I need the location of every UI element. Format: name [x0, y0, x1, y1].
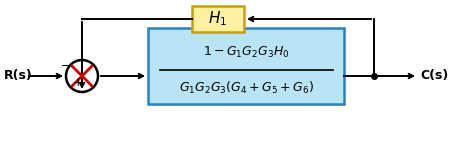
- FancyBboxPatch shape: [148, 28, 344, 104]
- Text: C(s): C(s): [420, 70, 448, 83]
- FancyBboxPatch shape: [192, 6, 244, 32]
- Text: +: +: [73, 76, 83, 90]
- Text: R(s): R(s): [4, 70, 33, 83]
- Text: −: −: [61, 59, 71, 72]
- Text: $H_1$: $H_1$: [209, 10, 228, 28]
- Text: $1 - G_1G_2G_3H_0$: $1 - G_1G_2G_3H_0$: [203, 44, 289, 60]
- Text: $G_1G_2G_3(G_4 + G_5 + G_6)$: $G_1G_2G_3(G_4 + G_5 + G_6)$: [179, 80, 313, 96]
